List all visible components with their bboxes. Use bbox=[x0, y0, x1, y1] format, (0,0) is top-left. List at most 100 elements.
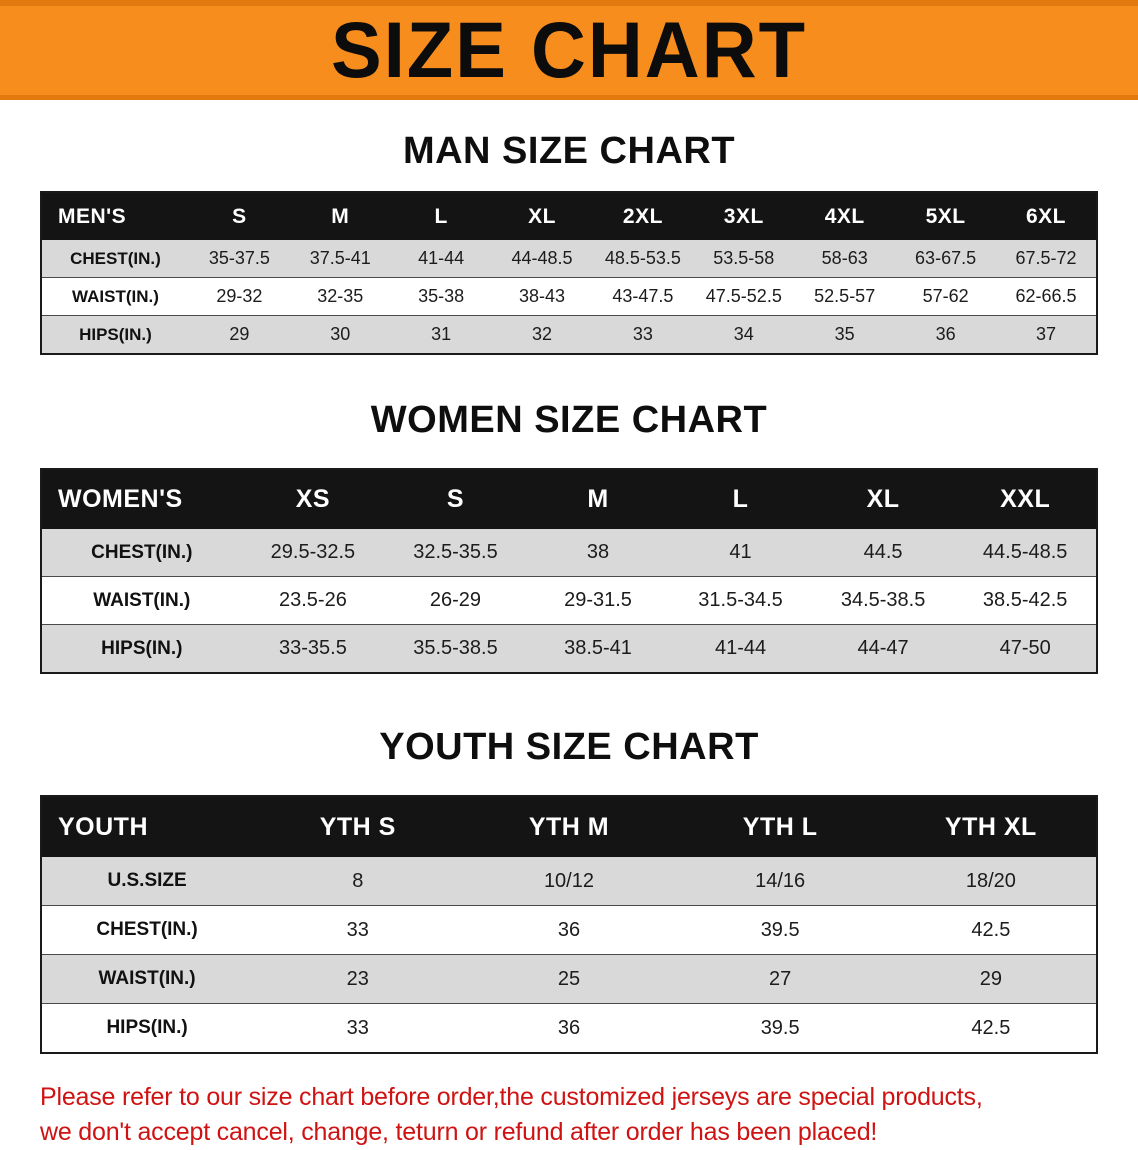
value-cell: 38-43 bbox=[519, 286, 566, 306]
women-chest-row: CHEST(IN.) 29.5-32.5 32.5-35.5 38 41 44.… bbox=[41, 529, 1097, 577]
value-cell: 23.5-26 bbox=[278, 589, 347, 611]
row-label-cell: WAIST(IN.) bbox=[93, 589, 191, 611]
value-cell: 53.5-58 bbox=[713, 248, 775, 268]
value-cell: 39.5 bbox=[760, 918, 800, 941]
youth-table-title-cell: YOUTH bbox=[41, 796, 253, 857]
value-cell: 33 bbox=[346, 918, 369, 941]
value-cell: 38 bbox=[586, 541, 610, 563]
value-cell: 41 bbox=[729, 541, 752, 563]
value-cell: 41-44 bbox=[418, 248, 465, 268]
header-cell: M bbox=[289, 192, 391, 240]
row-label-cell: WAIST(IN.) bbox=[98, 968, 196, 989]
header-cell: 3XL bbox=[693, 192, 795, 240]
value-cell: 31.5-34.5 bbox=[698, 589, 783, 611]
value-cell: 32-35 bbox=[317, 286, 364, 306]
value-cell: 43-47.5 bbox=[612, 286, 674, 306]
value-cell: 26-29 bbox=[429, 589, 482, 611]
youth-hips-row: HIPS(IN.) 33 36 39.5 42.5 bbox=[41, 1003, 1097, 1053]
header-cell: YTH M bbox=[463, 796, 675, 857]
header-cell: XXL bbox=[954, 469, 1097, 529]
value-cell: 41-44 bbox=[714, 637, 767, 659]
value-cell: 27 bbox=[769, 967, 792, 990]
men-hips-row: HIPS(IN.) 29 30 31 32 33 34 35 36 37 bbox=[41, 315, 1097, 354]
value-cell: 47.5-52.5 bbox=[705, 286, 782, 306]
men-section: MAN SIZE CHART MEN'S S M L XL 2XL 3XL 4X… bbox=[0, 130, 1138, 355]
disclaimer: Please refer to our size chart before or… bbox=[40, 1080, 1138, 1150]
header-cell: L bbox=[669, 469, 812, 529]
value-cell: 63-67.5 bbox=[915, 248, 977, 268]
value-cell: 42.5 bbox=[971, 918, 1011, 941]
header-cell: YTH S bbox=[252, 796, 464, 857]
women-hips-row: HIPS(IN.) 33-35.5 35.5-38.5 38.5-41 41-4… bbox=[41, 624, 1097, 673]
men-table-title-cell: MEN'S bbox=[41, 192, 189, 240]
youth-section-heading: YOUTH SIZE CHART bbox=[379, 726, 759, 768]
value-cell: 44.5-48.5 bbox=[982, 541, 1068, 563]
youth-size-table: YOUTH YTH S YTH M YTH L YTH XL U.S.SIZE … bbox=[40, 795, 1098, 1054]
value-cell: 36 bbox=[557, 1016, 581, 1039]
row-label-cell: U.S.SIZE bbox=[107, 870, 187, 891]
men-header-row: MEN'S S M L XL 2XL 3XL 4XL 5XL 6XL bbox=[41, 192, 1097, 240]
value-cell: 35.5-38.5 bbox=[413, 637, 498, 659]
value-cell: 39.5 bbox=[760, 1016, 800, 1039]
row-label-cell: HIPS(IN.) bbox=[79, 324, 152, 344]
women-section-heading: WOMEN SIZE CHART bbox=[370, 399, 768, 441]
youth-chest-row: CHEST(IN.) 33 36 39.5 42.5 bbox=[41, 905, 1097, 955]
value-cell: 37.5-41 bbox=[309, 248, 371, 268]
value-cell: 58-63 bbox=[821, 248, 868, 268]
value-cell: 31 bbox=[431, 324, 452, 344]
value-cell: 52.5-57 bbox=[814, 286, 876, 306]
row-label-cell: CHEST(IN.) bbox=[70, 248, 161, 268]
value-cell: 34 bbox=[733, 324, 754, 344]
value-cell: 32.5-35.5 bbox=[413, 541, 498, 563]
value-cell: 29 bbox=[979, 967, 1002, 990]
men-waist-row: WAIST(IN.) 29-32 32-35 35-38 38-43 43-47… bbox=[41, 277, 1097, 316]
size-chart-banner: SIZE CHART bbox=[0, 0, 1138, 100]
row-label-cell: CHEST(IN.) bbox=[91, 541, 193, 563]
value-cell: 37 bbox=[1036, 324, 1057, 344]
value-cell: 33-35.5 bbox=[278, 637, 347, 659]
header-cell: L bbox=[390, 192, 492, 240]
value-cell: 29-31.5 bbox=[564, 589, 632, 611]
youth-waist-row: WAIST(IN.) 23 25 27 29 bbox=[41, 954, 1097, 1004]
men-section-heading: MAN SIZE CHART bbox=[402, 130, 736, 172]
value-cell: 67.5-72 bbox=[1015, 248, 1077, 268]
women-header-row: WOMEN'S XS S M L XL XXL bbox=[41, 469, 1097, 529]
value-cell: 30 bbox=[330, 324, 351, 344]
disclaimer-line-1: Please refer to our size chart before or… bbox=[40, 1083, 983, 1111]
header-cell: S bbox=[384, 469, 527, 529]
header-cell: YTH L bbox=[674, 796, 886, 857]
header-cell: 5XL bbox=[895, 192, 997, 240]
header-cell: M bbox=[526, 469, 670, 529]
banner-title: SIZE CHART bbox=[331, 5, 807, 95]
header-cell: YTH XL bbox=[885, 796, 1097, 857]
value-cell: 10/12 bbox=[543, 869, 594, 892]
value-cell: 44-47 bbox=[857, 637, 909, 659]
header-cell: XL bbox=[491, 192, 593, 240]
value-cell: 44.5 bbox=[863, 541, 903, 563]
men-size-table: MEN'S S M L XL 2XL 3XL 4XL 5XL 6XL CHEST… bbox=[40, 191, 1098, 355]
value-cell: 47-50 bbox=[999, 637, 1051, 659]
value-cell: 32 bbox=[532, 324, 553, 344]
value-cell: 35 bbox=[834, 324, 855, 344]
value-cell: 29 bbox=[229, 324, 250, 344]
header-cell: XL bbox=[811, 469, 955, 529]
value-cell: 25 bbox=[557, 967, 581, 990]
youth-section: YOUTH SIZE CHART YOUTH YTH S YTH M YTH L… bbox=[0, 726, 1138, 1054]
row-label-cell: HIPS(IN.) bbox=[101, 637, 183, 659]
value-cell: 36 bbox=[557, 918, 581, 941]
value-cell: 18/20 bbox=[965, 869, 1016, 892]
value-cell: 48.5-53.5 bbox=[604, 248, 681, 268]
value-cell: 29.5-32.5 bbox=[270, 541, 356, 563]
header-cell: 4XL bbox=[794, 192, 896, 240]
women-table-title-cell: WOMEN'S bbox=[41, 469, 242, 529]
row-label-cell: WAIST(IN.) bbox=[72, 286, 159, 306]
youth-ussize-row: U.S.SIZE 8 10/12 14/16 18/20 bbox=[41, 857, 1097, 906]
value-cell: 8 bbox=[352, 869, 364, 892]
header-cell: XS bbox=[241, 469, 385, 529]
value-cell: 35-38 bbox=[418, 286, 465, 306]
youth-header-row: YOUTH YTH S YTH M YTH L YTH XL bbox=[41, 796, 1097, 857]
row-label-cell: CHEST(IN.) bbox=[96, 919, 198, 940]
value-cell: 42.5 bbox=[971, 1016, 1011, 1039]
value-cell: 33 bbox=[346, 1016, 369, 1039]
